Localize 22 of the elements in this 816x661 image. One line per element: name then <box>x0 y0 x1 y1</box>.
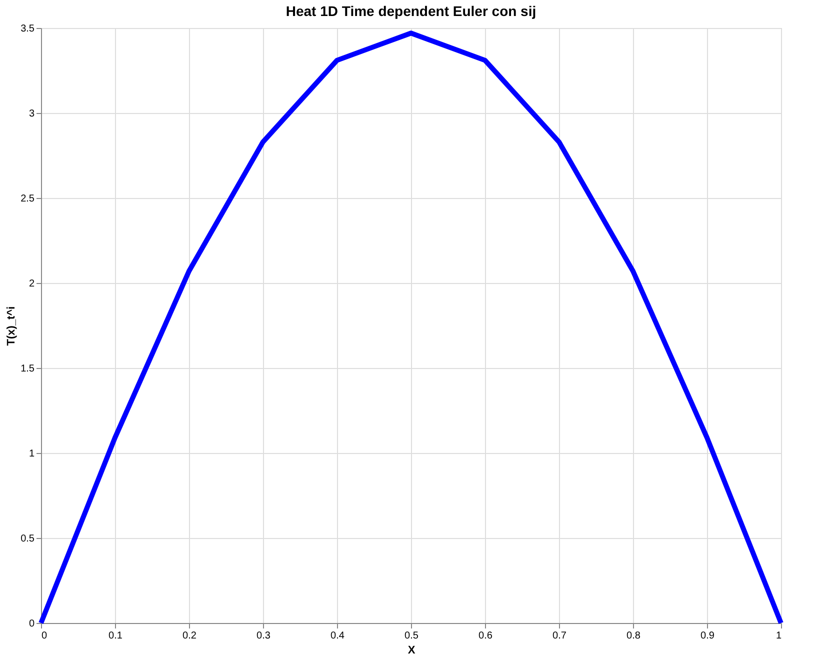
y-tick-label: 1.5 <box>20 364 35 374</box>
x-tick-label: 0.2 <box>182 630 197 642</box>
y-tick-label: 1 <box>28 448 35 460</box>
x-axis-title: X <box>408 644 416 656</box>
x-tick-label: 0.5 <box>404 630 419 642</box>
y-tick-label: 2.5 <box>20 194 35 204</box>
x-tick-label: 0.6 <box>478 630 493 642</box>
x-tick-label: 0.1 <box>108 630 123 642</box>
x-tick-label: 1 <box>776 630 782 642</box>
x-tick-label: 0 <box>42 630 48 642</box>
x-tick-label: 0.8 <box>626 630 641 642</box>
y-tick-label: 2 <box>28 278 35 290</box>
x-tick-label: 0.4 <box>330 630 345 642</box>
y-tick-label: 3.5 <box>20 24 35 34</box>
x-tick-label: 0.7 <box>552 630 567 642</box>
x-tick-label: 0.9 <box>700 630 715 642</box>
y-tick-label: 0.5 <box>20 534 35 544</box>
y-tick-label: 3 <box>28 108 35 120</box>
y-tick-label: 0 <box>28 618 35 630</box>
x-tick-label: 0.3 <box>256 630 271 642</box>
y-axis-title: T(x)_t^i <box>6 306 18 346</box>
chart-title: Heat 1D Time dependent Euler con sij <box>286 3 536 19</box>
